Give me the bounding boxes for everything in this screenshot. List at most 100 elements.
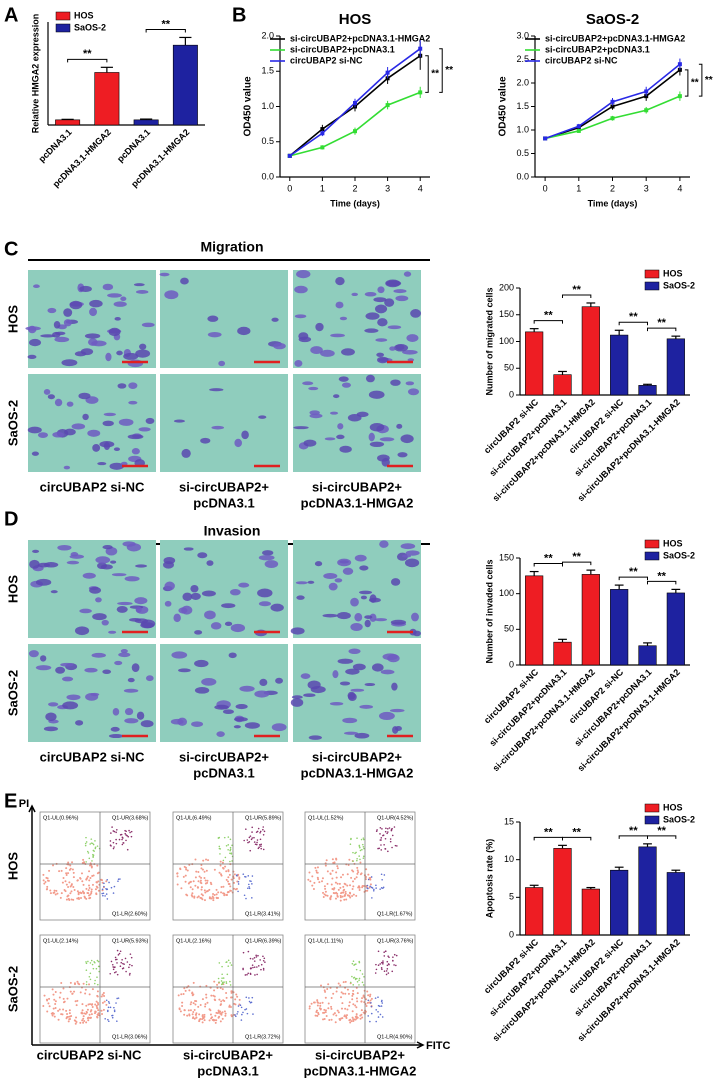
stained-cell <box>230 588 241 596</box>
event-dot <box>74 1022 77 1025</box>
event-dot <box>212 994 215 997</box>
event-dot <box>87 1016 90 1019</box>
y-tick-label: 0.5 <box>261 136 274 146</box>
stained-cell <box>300 673 311 679</box>
event-dot <box>85 836 87 839</box>
event-dot <box>124 832 127 835</box>
event-dot <box>382 834 384 837</box>
event-dot <box>219 860 222 863</box>
stained-cell <box>402 349 418 355</box>
section-title: Migration <box>201 239 264 255</box>
event-dot <box>115 971 117 973</box>
event-dot <box>324 996 327 999</box>
event-dot <box>79 991 82 994</box>
event-dot <box>384 950 387 953</box>
event-dot <box>380 1005 383 1007</box>
event-dot <box>181 1005 184 1008</box>
stained-cell <box>395 726 402 731</box>
event-dot <box>227 959 230 962</box>
event-dot <box>188 1013 191 1016</box>
event-dot <box>361 886 364 889</box>
event-dot <box>52 1007 55 1010</box>
event-dot <box>186 894 189 897</box>
event-dot <box>120 833 123 836</box>
quadrant-label: Q1-LR(4.90%) <box>377 1034 413 1040</box>
event-dot <box>74 1000 77 1003</box>
event-dot <box>223 894 226 897</box>
legend-label: SaOS-2 <box>663 280 695 290</box>
event-dot <box>125 830 127 833</box>
micrograph <box>160 270 288 368</box>
bar <box>581 574 600 666</box>
event-dot <box>251 837 254 839</box>
event-dot <box>358 960 361 963</box>
event-dot <box>342 889 345 892</box>
y-tick-label: 50 <box>504 363 514 373</box>
event-dot <box>94 846 97 849</box>
event-dot <box>95 885 98 888</box>
event-dot <box>212 893 215 896</box>
event-dot <box>379 888 381 890</box>
event-dot <box>45 998 48 1001</box>
event-dot <box>76 897 79 900</box>
event-dot <box>62 1008 65 1011</box>
legend-label: circUBAP2 si-NC <box>545 55 618 65</box>
event-dot <box>257 965 260 967</box>
event-dot <box>222 999 225 1002</box>
event-dot <box>373 888 375 891</box>
event-dot <box>201 868 204 871</box>
stained-cell <box>74 626 90 636</box>
event-dot <box>369 878 372 881</box>
event-dot <box>192 1011 195 1014</box>
y-tick-label: 10 <box>504 854 514 864</box>
x-axis-label: FITC <box>426 1040 450 1052</box>
stained-cell <box>177 717 188 726</box>
event-dot <box>387 831 389 833</box>
event-dot <box>384 837 387 840</box>
event-dot <box>128 974 131 976</box>
x-tick-label: 3 <box>385 183 390 193</box>
event-dot <box>220 1000 223 1003</box>
marker <box>644 89 649 94</box>
event-dot <box>336 867 339 870</box>
stained-cell <box>390 619 407 625</box>
event-dot <box>229 838 232 841</box>
stained-cell <box>33 284 40 289</box>
event-dot <box>182 875 185 878</box>
stained-cell <box>50 590 58 594</box>
event-dot <box>247 875 250 877</box>
legend-label: si-circUBAP2+pcDNA3.1 <box>545 44 650 54</box>
event-dot <box>321 877 324 880</box>
stained-cell <box>43 562 59 568</box>
significance-bracket <box>439 48 443 93</box>
event-dot <box>121 838 123 841</box>
event-dot <box>220 891 223 894</box>
stained-cell <box>396 423 403 429</box>
caption: circUBAP2 si-NC <box>40 479 145 494</box>
event-dot <box>246 839 249 841</box>
event-dot <box>331 869 334 872</box>
event-dot <box>111 1016 114 1019</box>
bar <box>638 645 657 666</box>
event-dot <box>367 873 370 876</box>
event-dot <box>329 872 332 875</box>
event-dot <box>85 1010 88 1013</box>
event-dot <box>362 838 365 841</box>
stained-cell <box>294 314 307 319</box>
event-dot <box>62 997 65 1000</box>
event-dot <box>103 995 106 998</box>
quadrant-label: Q1-LR(3.06%) <box>112 1034 148 1040</box>
event-dot <box>71 861 74 864</box>
event-dot <box>335 986 338 989</box>
event-dot <box>52 891 55 894</box>
stained-cell <box>122 541 136 547</box>
event-dot <box>193 896 196 899</box>
stained-cell <box>211 425 225 430</box>
event-dot <box>383 955 386 957</box>
quadrant-label: Q1-UL(1.11%) <box>308 938 343 944</box>
event-dot <box>65 898 68 901</box>
stained-cell <box>43 726 59 732</box>
event-dot <box>352 960 355 963</box>
event-dot <box>353 877 356 880</box>
event-dot <box>350 876 353 879</box>
